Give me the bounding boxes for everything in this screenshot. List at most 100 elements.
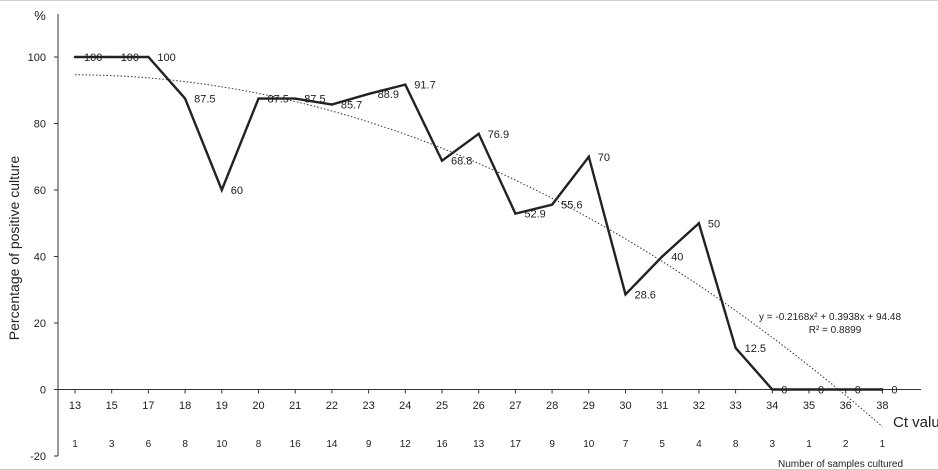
data-label: 28.6	[635, 289, 656, 301]
sample-count-label: 4	[696, 439, 702, 450]
data-point	[220, 188, 223, 192]
sample-count-label: 14	[326, 439, 338, 450]
data-point	[477, 132, 480, 136]
data-label: 0	[855, 385, 861, 397]
data-point	[367, 92, 370, 96]
sample-count-label: 10	[216, 439, 228, 450]
sample-count-label: 13	[473, 439, 485, 450]
x-tick-label: 18	[179, 400, 191, 412]
data-point	[624, 293, 627, 296]
data-point	[771, 388, 774, 391]
x-tick-label: 32	[693, 400, 705, 412]
data-point	[587, 155, 590, 158]
x-tick-label: 38	[876, 400, 888, 412]
x-tick-label: 23	[362, 400, 374, 412]
y-tick-label: 20	[34, 318, 46, 330]
x-tick-label: 20	[252, 400, 264, 412]
sample-count-label: 8	[733, 439, 739, 450]
sample-count-label: 1	[806, 439, 812, 450]
sample-count-label: 12	[400, 439, 412, 450]
y-tick-label: 40	[34, 252, 46, 264]
sample-count-label: 9	[366, 439, 372, 450]
x-tick-label: 19	[216, 400, 228, 412]
data-label: 87.5	[268, 94, 289, 106]
data-point	[147, 55, 150, 59]
sample-count-label: 6	[146, 439, 152, 450]
x-tick-label: 17	[142, 400, 154, 412]
samples-count-label: Number of samples cultured	[778, 459, 903, 470]
sample-count-label: 5	[659, 439, 665, 450]
data-point	[73, 55, 77, 59]
sample-count-label: 16	[436, 439, 448, 450]
y-axis-label: Percentage of positive culture	[6, 156, 22, 341]
data-label: 76.9	[488, 129, 509, 141]
data-label: 68.8	[451, 156, 472, 168]
sample-count-label: 10	[583, 439, 595, 450]
sample-count-label: 3	[770, 439, 776, 450]
y-tick-label: -20	[30, 451, 46, 463]
data-point	[550, 203, 554, 206]
x-tick-label: 24	[399, 400, 411, 412]
data-point	[881, 388, 884, 391]
x-tick-label: 21	[289, 400, 301, 412]
data-label: 91.7	[414, 80, 435, 92]
sample-count-label: 17	[510, 439, 522, 450]
data-point	[697, 222, 701, 225]
data-point	[294, 97, 297, 100]
data-label: 55.6	[561, 200, 582, 212]
data-label: 87.5	[194, 94, 215, 106]
y-tick-label: 0	[40, 385, 46, 397]
data-point	[110, 55, 113, 59]
x-tick-label: 22	[326, 400, 338, 412]
x-tick-label: 33	[729, 400, 741, 412]
data-label: 0	[781, 385, 787, 397]
sample-count-label: 9	[549, 439, 555, 450]
data-point	[404, 83, 407, 86]
y-axis-unit: %	[34, 8, 46, 23]
x-tick-label: 27	[509, 400, 521, 412]
x-tick-label: 35	[803, 400, 815, 412]
data-label: 85.7	[341, 100, 362, 112]
x-tick-label: 25	[436, 400, 448, 412]
sample-count-label: 2	[843, 439, 849, 450]
sample-count-label: 1	[72, 439, 78, 450]
x-tick-label: 26	[473, 400, 485, 412]
data-point	[844, 388, 847, 391]
trendline-r2: R² = 0.8899	[809, 325, 862, 336]
y-tick-label: 100	[28, 52, 46, 64]
data-line	[75, 55, 883, 391]
sample-count-label: 8	[256, 439, 262, 450]
x-tick-label: 13	[69, 400, 81, 412]
trendline-equation: y = -0.2168x² + 0.3938x + 94.48	[759, 312, 901, 323]
x-tick-label: 15	[106, 400, 118, 412]
data-point	[807, 388, 811, 391]
data-label: 100	[157, 52, 175, 64]
data-point	[257, 97, 260, 100]
data-label: 52.9	[524, 209, 545, 221]
sample-count-label: 16	[290, 439, 302, 450]
data-label: 70	[598, 152, 610, 164]
data-point	[734, 346, 737, 350]
x-tick-label: 36	[840, 400, 852, 412]
x-tick-label: 29	[583, 400, 595, 412]
y-tick-label: 60	[34, 185, 46, 197]
x-tick-label: 34	[766, 400, 778, 412]
data-point	[183, 97, 187, 100]
data-point	[440, 159, 444, 162]
data-label: 0	[818, 385, 824, 397]
data-label: 40	[671, 252, 683, 264]
data-label: 0	[891, 385, 897, 397]
x-tick-label: 31	[656, 400, 668, 412]
sample-count-label: 3	[109, 439, 115, 450]
x-tick-label: 28	[546, 400, 558, 412]
data-label: 100	[121, 52, 139, 64]
y-tick-label: 80	[34, 119, 46, 131]
data-label: 12.5	[745, 343, 766, 355]
data-point	[661, 255, 664, 258]
data-label: 50	[708, 218, 720, 230]
data-point	[514, 212, 517, 215]
data-label: 87.5	[304, 94, 325, 106]
x-axis-label: Ct value	[893, 414, 938, 431]
data-label: 88.9	[378, 89, 399, 101]
